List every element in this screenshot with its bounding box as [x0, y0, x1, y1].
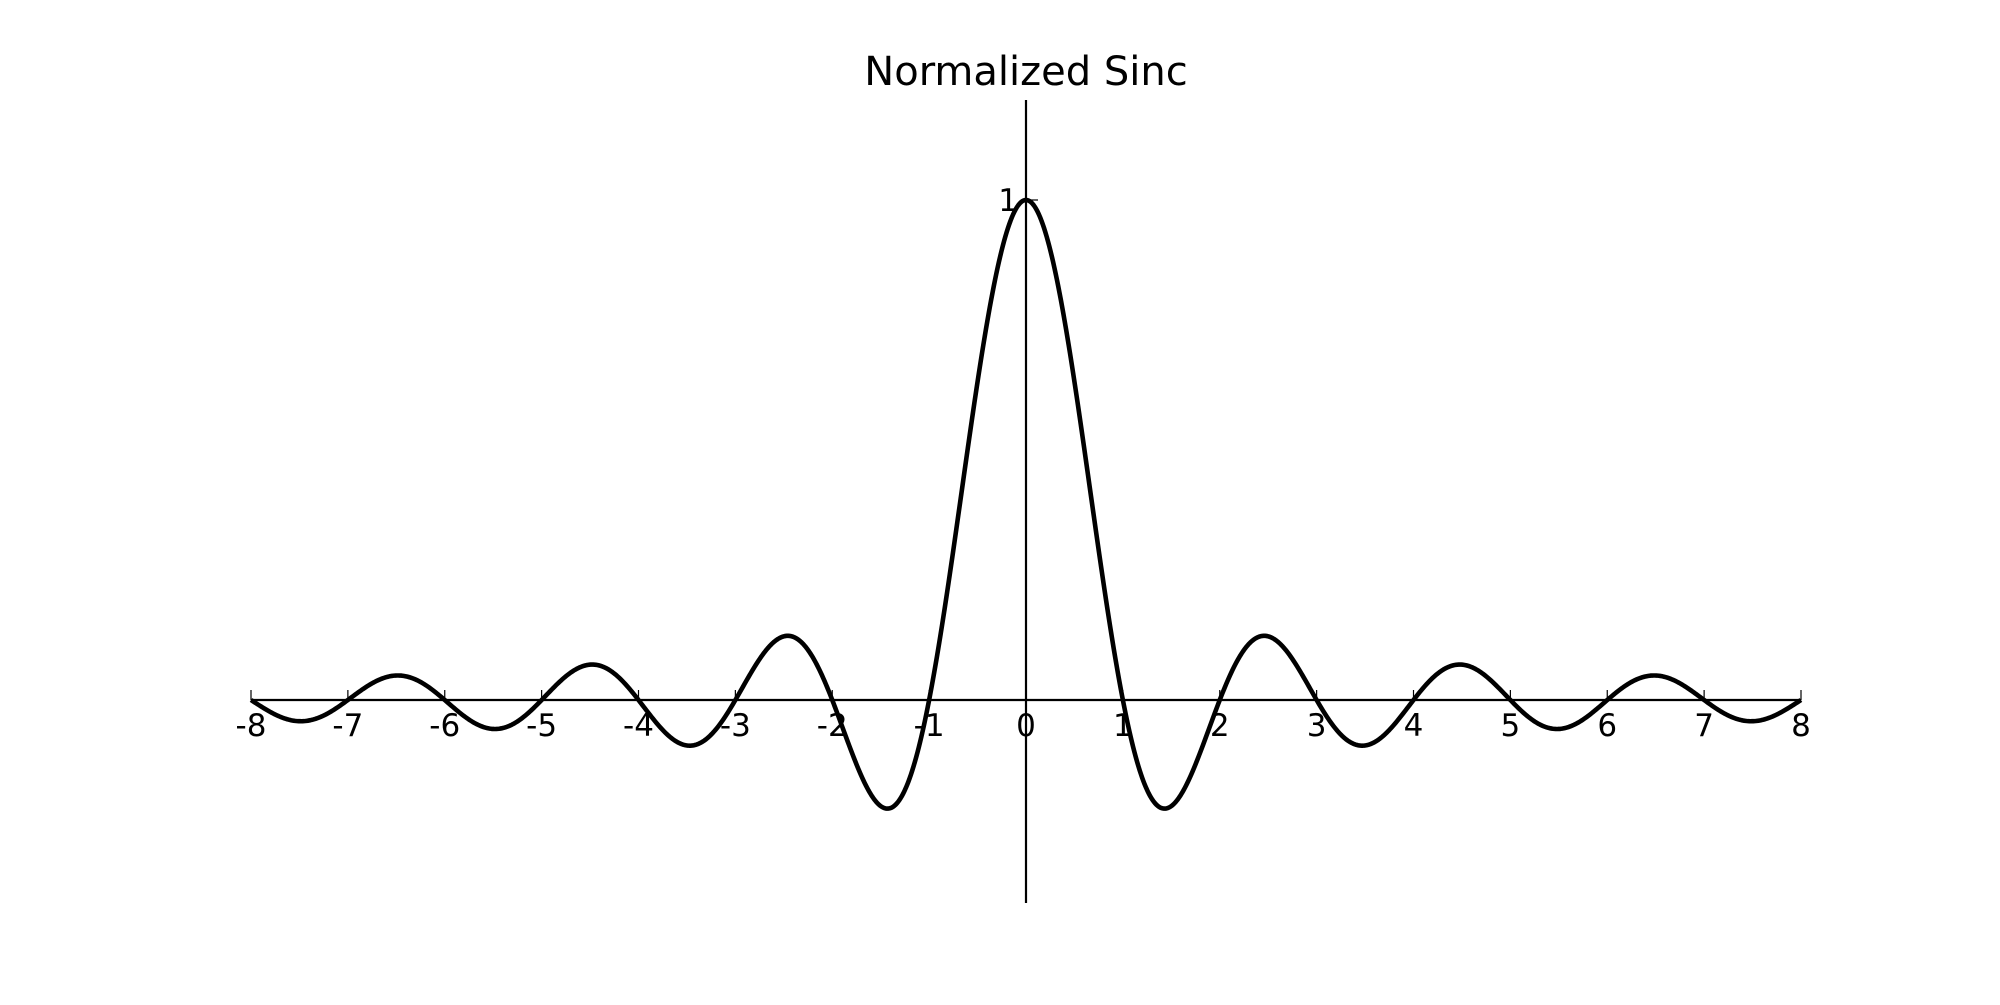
x-tick-label: 5 [1501, 708, 1521, 744]
x-tick-label: 6 [1597, 708, 1617, 744]
x-tick-label: 4 [1404, 708, 1424, 744]
x-tick-label: -6 [429, 708, 460, 744]
axes [251, 100, 1801, 903]
tick-labels: -8 -7 -6 -5 -4 -3 -2 -1 0 1 2 3 4 5 6 7 81 [236, 183, 1811, 744]
series [249, 197, 1803, 811]
sinc-line [249, 197, 1803, 811]
x-tick-label: 3 [1307, 708, 1327, 744]
x-tick-label: 8 [1791, 708, 1811, 744]
x-tick-label: -5 [526, 708, 557, 744]
x-tick-label: 0 [1016, 708, 1036, 744]
x-tick-label: -7 [332, 708, 363, 744]
x-tick-label: 7 [1694, 708, 1714, 744]
x-tick-label: -8 [236, 708, 267, 744]
x-tick-label: -1 [914, 708, 945, 744]
chart-title: Normalized Sinc [864, 49, 1187, 95]
